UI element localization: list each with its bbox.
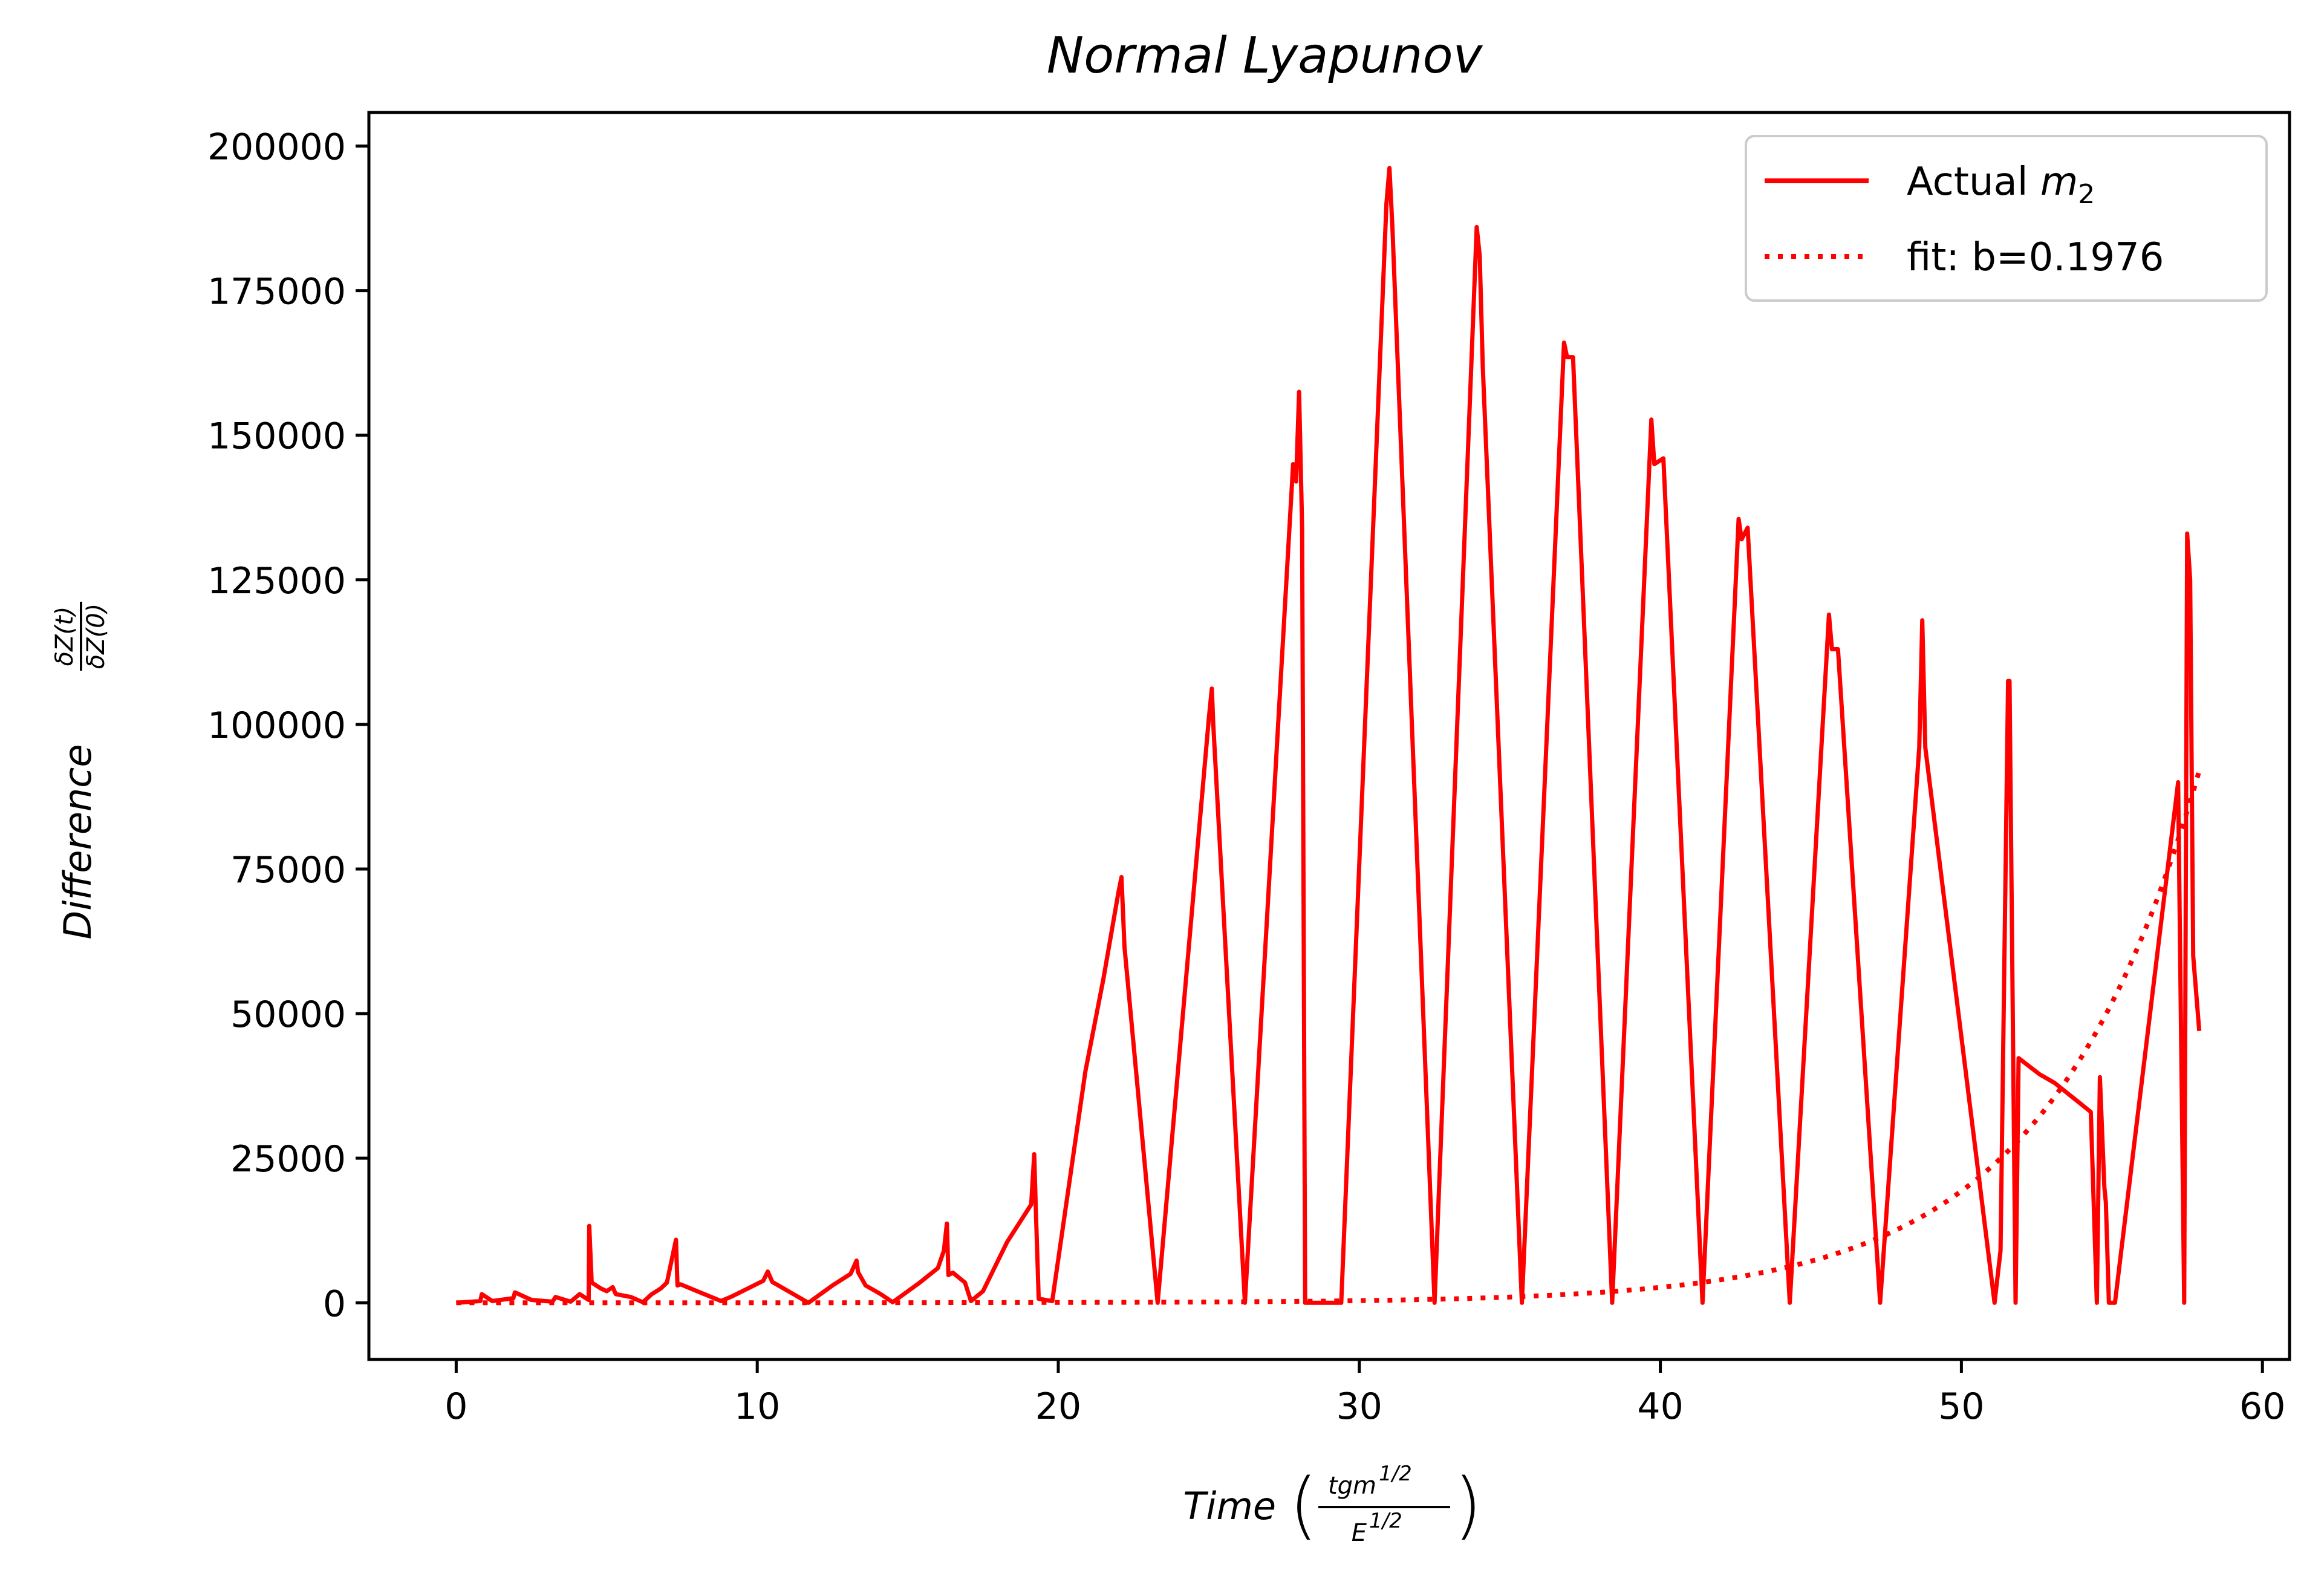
x-axis-label-numerator-base: tgm [1328,1472,1376,1500]
x-axis-ticks: 0 10 20 30 40 50 60 [444,1359,2285,1428]
x-tick-label: 60 [2239,1385,2285,1428]
x-tick-label: 10 [734,1385,780,1428]
x-axis-label-denominator: E [1352,1519,1367,1547]
y-axis-label-text: Difference [56,744,100,939]
x-axis-label-text: Time [1183,1484,1276,1528]
x-axis-label-numerator: tgm [1328,1472,1376,1500]
legend-label-actual-math: m [2040,160,2078,204]
legend: Actual m2 fit: b=0.1976 [1745,135,2268,302]
legend-label-actual: Actual m2 [1907,160,2095,210]
x-tick-label: 50 [1938,1385,1984,1428]
y-tick-label: 50000 [230,994,346,1036]
x-tick-label: 30 [1336,1385,1382,1428]
series-actual-line [456,166,2202,1305]
y-tick-label: 25000 [230,1138,346,1180]
y-tick-label: 75000 [230,849,346,891]
y-tick-label: 125000 [207,560,346,602]
chart-title: Normal Lyapunov [1047,27,1483,85]
legend-label-actual-text: Actual [1907,160,2040,204]
x-axis-label-denominator-exp: 1/2 [1369,1509,1402,1533]
y-tick-label: 100000 [207,705,346,747]
x-axis-label-numerator-exp: 1/2 [1379,1462,1412,1486]
legend-label-actual-sub: 2 [2078,179,2095,210]
axes-frame [367,111,2291,1361]
series-layer [456,166,2202,1306]
y-axis-label-denominator: δZ(0) [82,604,110,669]
y-axis-label-numerator: δZ(t) [51,607,79,666]
y-tick-label: 150000 [207,415,346,458]
y-tick-label: 175000 [207,271,346,313]
legend-label-fit: fit: b=0.1976 [1907,235,2164,280]
x-tick-label: 0 [444,1385,467,1428]
y-axis-label: Difference δZ(t) δZ(0) [51,602,110,940]
x-tick-label: 20 [1035,1385,1081,1428]
y-axis-ticks: 0 25000 50000 75000 100000 125000 150000 175000… [207,126,369,1325]
x-axis-label-open-paren: ( [1289,1463,1318,1548]
x-axis-label: Time ( tgm 1/2 E 1/2 ) [1183,1462,1482,1548]
y-tick-label: 0 [323,1283,346,1325]
legend-box [1745,135,2268,302]
plot-area [367,111,2291,1361]
x-tick-label: 40 [1637,1385,1683,1428]
y-tick-label: 200000 [207,126,346,168]
x-axis-label-close-paren: ) [1454,1463,1482,1548]
